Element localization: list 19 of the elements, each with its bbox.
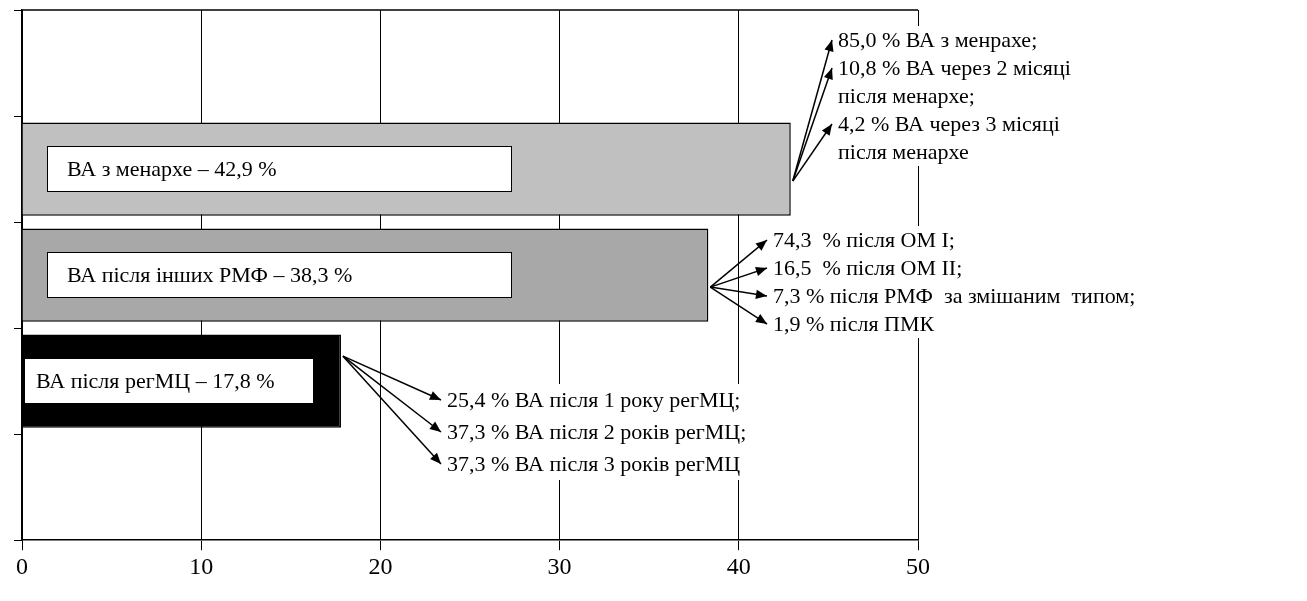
annotation: 16,5 % після ОМ ІІ; [773, 254, 963, 282]
annotation: 7,3 % після РМФ за змішаним типом; [773, 282, 1136, 310]
x-tick-label: 30 [547, 552, 572, 579]
annotation: 4,2 % ВА через 3 місяці після менархе [838, 110, 1078, 166]
annotation: ВА з менархе – 42,9 % [67, 154, 277, 185]
x-tick-label: 40 [726, 552, 751, 579]
annotation: 25,4 % ВА після 1 року регМЦ; [447, 384, 741, 416]
x-tick-label: 10 [189, 552, 214, 579]
annotation: 1,9 % після ПМК [773, 310, 935, 338]
annotation: 85,0 % ВА з менрахе; [838, 26, 1038, 54]
annotation: 37,3 % ВА після 3 років регМЦ [447, 448, 741, 480]
annotation: 37,3 % ВА після 2 років регМЦ; [447, 416, 747, 448]
annotation: 10,8 % ВА через 2 місяці після менархе; [838, 54, 1078, 110]
x-tick-label: 0 [16, 552, 28, 579]
annotation: 74,3 % після ОМ І; [773, 226, 955, 254]
annotation: ВА після інших РМФ – 38,3 % [67, 260, 353, 291]
x-tick-label: 20 [368, 552, 393, 579]
annotation: ВА після регМЦ – 17,8 % [36, 366, 275, 397]
x-tick-label: 50 [906, 552, 930, 579]
